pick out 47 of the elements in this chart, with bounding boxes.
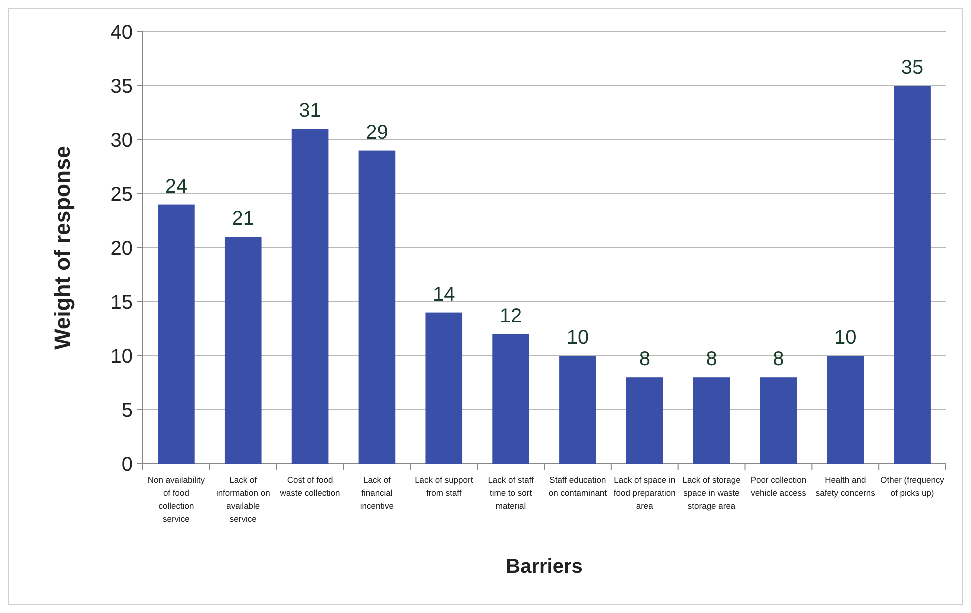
data-label: 10 xyxy=(834,327,857,349)
x-tick-label: Lack of information on available service xyxy=(216,475,271,524)
data-label: 31 xyxy=(299,100,322,122)
x-tick-label: Lack of space in food preparation area xyxy=(614,475,676,511)
data-label: 14 xyxy=(433,284,456,306)
y-tick-label: 25 xyxy=(110,184,133,206)
data-label: 21 xyxy=(232,208,254,230)
y-tick-label: 5 xyxy=(122,400,133,422)
y-tick-label: 0 xyxy=(122,454,133,476)
x-tick-label: Poor collection vehicle access xyxy=(750,475,807,498)
x-tick-label: Staff education on contaminant xyxy=(548,475,608,498)
bar xyxy=(560,356,596,464)
data-label: 35 xyxy=(901,57,924,79)
x-tick-label: Other (frequency of picks up) xyxy=(880,475,946,498)
data-label: 8 xyxy=(706,348,718,371)
y-tick-label: 35 xyxy=(110,76,133,98)
bar xyxy=(693,378,730,464)
x-tick-label: Lack of support from staff xyxy=(415,475,474,498)
y-axis-title: Weight of response xyxy=(50,146,75,350)
x-axis-title: Barriers xyxy=(506,556,583,578)
bar xyxy=(760,378,798,464)
bar xyxy=(894,86,931,464)
y-tick-label: 10 xyxy=(110,346,133,368)
x-tick-label: Health and safety concerns xyxy=(816,475,876,498)
y-tick-label: 30 xyxy=(110,130,133,152)
data-label: 8 xyxy=(773,348,784,371)
data-label: 12 xyxy=(500,305,522,328)
data-label: 8 xyxy=(639,348,650,371)
x-tick-label: Lack of storage space in waste storage area xyxy=(682,475,742,511)
bar xyxy=(626,378,664,464)
data-label: 10 xyxy=(566,327,590,349)
y-tick-label: 15 xyxy=(110,292,133,314)
bar xyxy=(426,312,463,464)
y-tick-label: 40 xyxy=(110,22,133,44)
bar xyxy=(292,129,329,464)
x-tick-label: Cost of food waste collection xyxy=(279,475,341,498)
x-tick-label: Non availability of food collection service xyxy=(148,475,206,524)
bar xyxy=(358,150,396,464)
x-tick-label: Lack of financial incentive xyxy=(360,475,394,511)
bar xyxy=(158,204,195,464)
bar xyxy=(224,237,262,464)
data-label: 29 xyxy=(366,122,388,144)
x-tick-label: Lack of staff time to sort material xyxy=(488,475,535,511)
bar xyxy=(492,334,530,464)
bar xyxy=(827,356,864,464)
y-tick-label: 20 xyxy=(110,238,133,260)
data-label: 24 xyxy=(165,176,188,198)
